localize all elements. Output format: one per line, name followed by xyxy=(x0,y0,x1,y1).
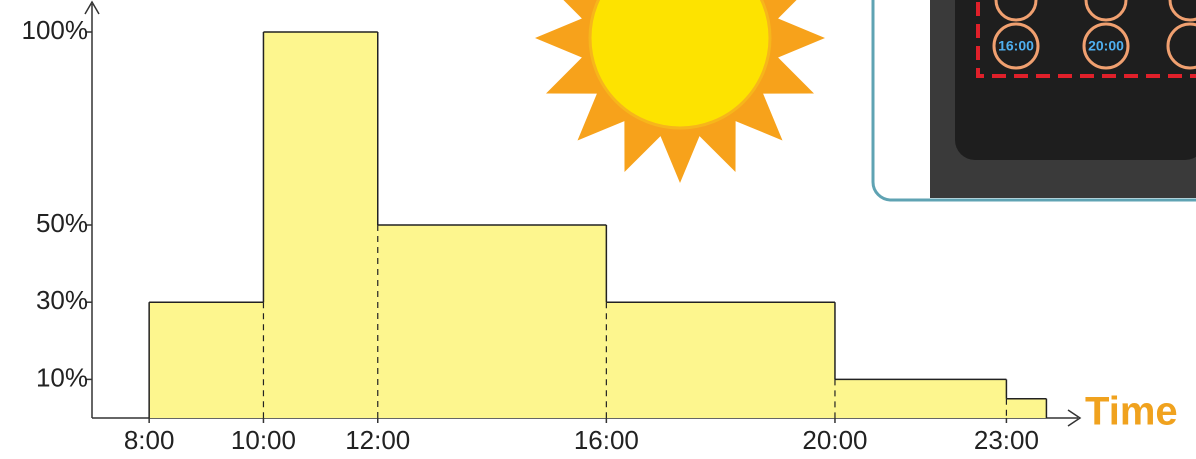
device-screen xyxy=(955,0,1196,160)
x-axis-label: Time xyxy=(1085,390,1178,434)
bar xyxy=(834,379,1007,418)
y-axis-arrow xyxy=(84,0,100,15)
bar xyxy=(377,225,607,418)
button-ring xyxy=(1082,22,1130,70)
plot xyxy=(148,31,1048,418)
sun xyxy=(535,0,825,183)
button-ring xyxy=(1166,22,1196,70)
button-ring xyxy=(992,22,1040,70)
y-tick-label: 50% xyxy=(36,208,88,238)
button-ring xyxy=(994,0,1038,22)
x-tick-label: 16:00 xyxy=(574,425,639,455)
x-tick-label: 10:00 xyxy=(231,425,296,455)
sun-disc xyxy=(588,0,772,130)
device-screenshot: 16:00 20:00 xyxy=(871,0,1196,202)
bar xyxy=(1006,398,1047,418)
x-axis-arrow xyxy=(1067,409,1082,427)
button-ring xyxy=(1168,0,1196,22)
x-tick-label: 23:00 xyxy=(974,425,1039,455)
device-button: 20:00 xyxy=(1088,38,1124,54)
x-tick-label: 8:00 xyxy=(124,425,175,455)
device-button: 16:00 xyxy=(998,38,1034,54)
y-tick-label: 100% xyxy=(22,15,89,45)
x-tick-label: 20:00 xyxy=(802,425,867,455)
y-tick-label: 30% xyxy=(36,285,88,315)
y-tick-label: 10% xyxy=(36,362,88,392)
bar xyxy=(263,32,378,418)
bar xyxy=(606,302,835,418)
button-ring xyxy=(1084,0,1128,22)
selection-box xyxy=(976,0,1196,78)
x-tick-label: 12:00 xyxy=(345,425,410,455)
bar xyxy=(149,302,264,418)
